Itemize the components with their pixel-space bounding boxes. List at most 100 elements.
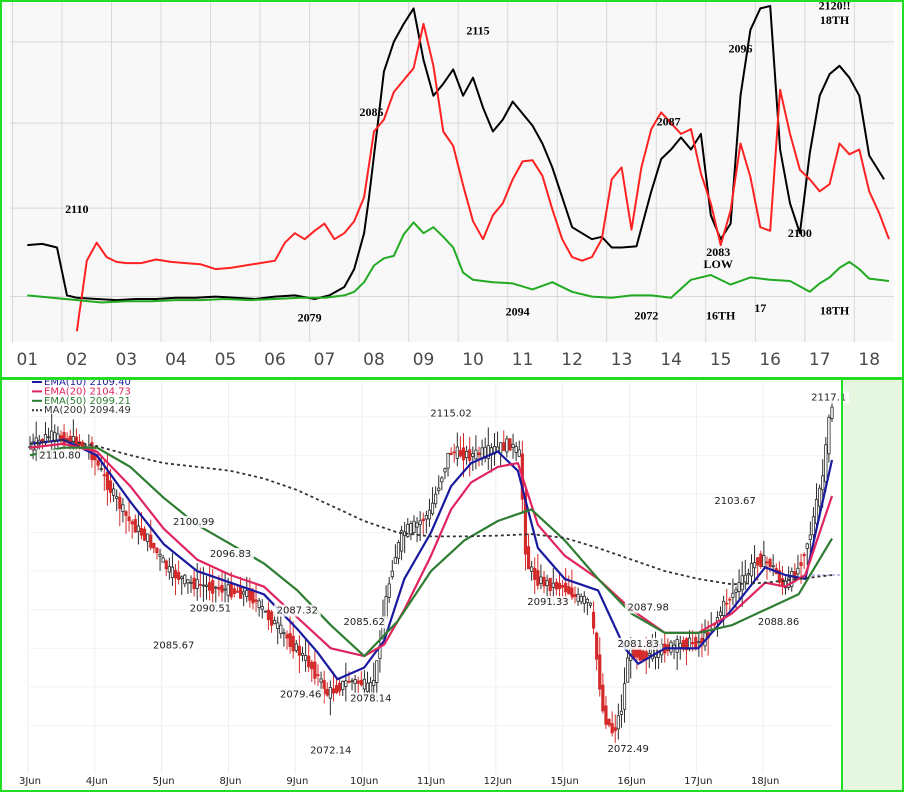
candle-body (440, 477, 444, 483)
candle-body (375, 660, 379, 683)
top-x-tick-label: 01 (17, 350, 39, 370)
candle-body (294, 643, 298, 651)
candle-body (297, 645, 301, 656)
candle-body (180, 576, 184, 579)
top-x-tick-label: 09 (413, 350, 435, 370)
price-label-background (624, 601, 672, 614)
candle-body (226, 584, 230, 596)
candle-body (164, 560, 168, 570)
bottom-x-tick-label: 4Jun (86, 776, 108, 787)
candle-body (350, 680, 354, 683)
top-annotations: 211020852115208720962120!!18TH21002083LO… (65, 0, 850, 325)
bottom-x-axis-ticks: 3Jun 4Jun 5Jun 8Jun 9Jun 10Jun 11Jun 12Jun 15Jun… (19, 776, 779, 787)
candle-body (223, 588, 227, 591)
price-label: 2115.02 (430, 409, 471, 420)
price-label: 2117.1 (811, 393, 846, 404)
candle-body (635, 648, 639, 658)
top-x-tick-label: 02 (66, 350, 88, 370)
top-x-tick-label: 08 (363, 350, 385, 370)
candle-body (675, 639, 679, 653)
candle-body (155, 547, 159, 554)
candle-body (765, 561, 769, 564)
candle-body (344, 680, 348, 687)
candle-body (576, 593, 580, 602)
candle-body (511, 443, 515, 448)
top-annotation: 17 (754, 301, 766, 315)
candle-body (827, 416, 831, 455)
candle-body (443, 468, 447, 473)
candle-body (99, 468, 103, 471)
price-label-background (273, 604, 321, 617)
candle-body (347, 680, 351, 683)
candle-body (31, 441, 35, 451)
candle-body (415, 522, 419, 528)
candle-body (731, 592, 735, 598)
candle-body (136, 525, 140, 532)
price-label: 2100.99 (173, 517, 214, 528)
candle-body (734, 589, 738, 593)
top-annotation: 2072 (634, 308, 658, 322)
top-series-line-1 (27, 5, 885, 302)
candle-body (691, 641, 695, 645)
candle-body (211, 580, 215, 594)
legend-entry: EMA(20) 2104.73 (44, 386, 131, 397)
price-label: 2096.83 (210, 549, 251, 560)
candle-body (112, 488, 116, 496)
candle-body (341, 680, 345, 690)
candle-body (207, 582, 212, 591)
price-label: 2072.49 (607, 744, 648, 755)
top-annotation: 2120!! (819, 0, 851, 13)
candle-body (322, 680, 326, 695)
candle-body (619, 710, 624, 715)
candle-body (279, 624, 283, 634)
candle-body (759, 553, 763, 567)
candle-body (177, 571, 181, 580)
price-label: 2072.14 (310, 745, 351, 756)
price-label-background (150, 639, 198, 652)
top-x-tick-label: 04 (165, 350, 187, 370)
candle-body (752, 562, 757, 569)
candle-body (542, 576, 546, 587)
candle-body (189, 581, 193, 584)
candle-body (505, 438, 509, 453)
candle-body (152, 543, 156, 549)
candle-body (201, 584, 206, 587)
candle-body (591, 611, 596, 629)
candle-body (418, 520, 422, 525)
candle-body (288, 633, 292, 647)
price-label-background (187, 602, 234, 615)
bottom-panel-background (1, 379, 903, 791)
bottom-ma-line-2 (29, 442, 834, 658)
candle-body (486, 445, 490, 459)
price-label: 2085.67 (153, 640, 194, 651)
candle-body (678, 642, 682, 648)
candle-body (254, 599, 258, 602)
candle-body (536, 570, 540, 586)
candle-body (647, 653, 651, 656)
price-label-background (808, 391, 849, 404)
price-label-background (427, 407, 475, 420)
price-label-background (604, 742, 652, 755)
candle-body (96, 460, 100, 466)
candle-body (183, 574, 187, 585)
candle-body (641, 650, 645, 661)
candle-body (328, 687, 332, 699)
candle-body (465, 451, 469, 458)
top-x-tick-label: 14 (660, 350, 682, 370)
price-label: 2087.98 (628, 603, 669, 614)
price-label: 2079.46 (280, 690, 321, 701)
price-label: 2087.32 (277, 606, 318, 617)
candle-body (508, 438, 512, 451)
top-x-tick-label: 10 (462, 350, 484, 370)
candle-body (743, 574, 747, 583)
top-x-tick-label: 16 (759, 350, 781, 370)
price-label-background (340, 616, 388, 629)
candle-body (325, 689, 329, 696)
candle-body (118, 496, 122, 509)
candle-body (362, 678, 367, 690)
candle-body (582, 595, 586, 605)
candle-body (517, 449, 521, 457)
candle-body (777, 570, 781, 583)
candle-body (805, 543, 809, 549)
